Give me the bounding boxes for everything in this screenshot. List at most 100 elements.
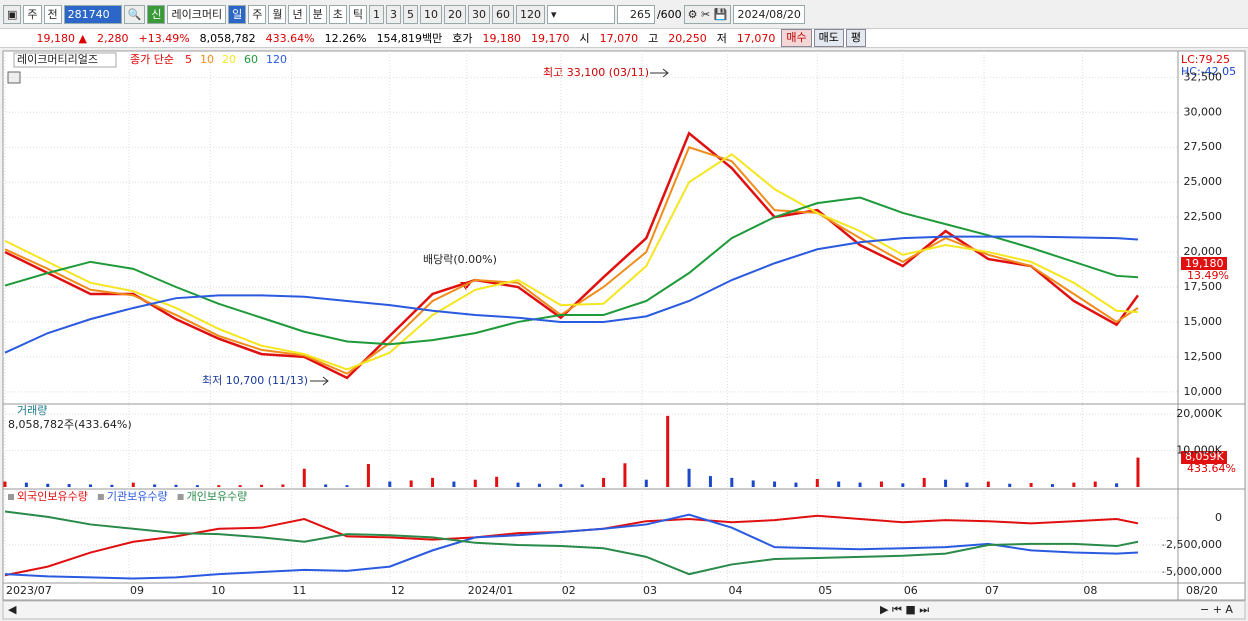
amount: 154,819백만 (376, 32, 443, 45)
volume-bar (110, 484, 114, 487)
y-tick-label: 10,000K (1176, 444, 1222, 457)
scroll-left[interactable]: ◀ (8, 603, 17, 616)
interval[interactable]: 5 (402, 4, 418, 24)
volume-bar (238, 485, 242, 487)
stock-name: 레이크머티 (167, 4, 227, 24)
volume-bar (879, 481, 883, 487)
date[interactable]: 2024/08/20 (733, 4, 805, 24)
volume-bar (1072, 482, 1076, 487)
y-tick-label: 30,000 (1184, 105, 1223, 118)
x-tick-label: 2024/01 (468, 584, 514, 597)
scroll-controls[interactable]: ▶ ⏮ ■ ⏭ (880, 603, 929, 616)
interval[interactable]: 120 (515, 4, 545, 24)
tool-icons[interactable]: ⚙ ✂ 💾 (683, 4, 732, 24)
period[interactable]: 년 (288, 4, 307, 24)
dropdown[interactable]: ▾ (546, 4, 615, 24)
volume-bar (944, 479, 948, 487)
volume-bar (623, 463, 627, 487)
annotation: 배당락(0.00%) (423, 253, 497, 266)
volume-bar (89, 484, 93, 487)
x-tick-label: 09 (130, 584, 144, 597)
series-line (4, 152, 1139, 371)
volume-bar (580, 484, 584, 487)
turnover: 12.26% (324, 31, 367, 45)
label: 호가 (452, 32, 473, 45)
volume-bar (217, 485, 221, 487)
volume-bar (708, 476, 712, 487)
y-tick-label: 20,000 (1184, 245, 1223, 258)
scrollbar[interactable] (2, 600, 1246, 620)
count[interactable]: 265 (616, 4, 655, 24)
period[interactable]: 주 (248, 4, 267, 24)
interval[interactable]: 1 (368, 4, 384, 24)
x-tick-label: 12 (391, 584, 405, 597)
volume-bar (46, 483, 50, 487)
eval-button[interactable]: 평 (845, 29, 867, 47)
volume-bar (1008, 483, 1012, 487)
new-badge: 신 (147, 4, 166, 24)
x-tick-label: 03 (643, 584, 657, 597)
low: 17,070 (736, 31, 776, 45)
volume-bar (67, 484, 71, 487)
period[interactable]: 초 (328, 4, 347, 24)
x-tick-label: 05 (818, 584, 832, 597)
volume-bar (602, 477, 606, 487)
interval[interactable]: 20 (443, 4, 466, 24)
volume-bar (495, 476, 499, 487)
change: 2,280 (97, 31, 129, 45)
series-line (4, 513, 1139, 580)
code[interactable]: 281740 (63, 4, 122, 24)
x-tick-label: 07 (985, 584, 999, 597)
legend-box (13, 52, 117, 68)
y-tick-label: 27,500 (1184, 140, 1223, 153)
search[interactable]: 🔍 (123, 4, 146, 24)
type[interactable]: 전 (43, 4, 62, 24)
menu-icon[interactable]: ▣ (3, 4, 22, 24)
zoom-controls[interactable]: − + A (1200, 603, 1233, 616)
volume-bar (431, 477, 435, 487)
interval[interactable]: 60 (491, 4, 514, 24)
legend-entry: 외국인보유수량 (17, 490, 88, 503)
buy-button[interactable]: 매수 (781, 29, 812, 47)
type[interactable]: 주 (23, 4, 42, 24)
volume-title: 거래량 (17, 404, 47, 417)
y-tick-label: -2,500,000 (1162, 538, 1222, 551)
volume-bar (751, 480, 755, 487)
period[interactable]: 월 (268, 4, 287, 24)
count-max: /600 (656, 7, 682, 21)
period[interactable]: 틱 (348, 4, 367, 24)
lc-label: LC:79.25 (1181, 53, 1230, 66)
legend-swatch (97, 494, 104, 500)
open: 17,070 (599, 31, 639, 45)
volume-ratio: 433.64% (1187, 462, 1236, 475)
legend-swatch (177, 494, 184, 500)
volume-bar (1093, 481, 1097, 487)
stock-name: 레이크머티리얼즈 (17, 52, 98, 66)
y-tick-label: 15,000 (1184, 315, 1223, 328)
volume-bar (24, 482, 28, 487)
bid: 19,170 (531, 31, 570, 45)
series-line (4, 131, 1139, 380)
volume-bar (730, 477, 734, 487)
period[interactable]: 분 (308, 4, 327, 24)
sell-button[interactable]: 매도 (813, 29, 844, 47)
legend-entry: 120 (266, 53, 287, 66)
volume-bar (388, 481, 392, 487)
legend-swatch (8, 494, 14, 500)
volume-bar (1115, 483, 1119, 487)
legend-entry: 기관보유수량 (107, 490, 168, 503)
table-icon[interactable] (7, 71, 21, 84)
volume-bar (409, 480, 413, 487)
volume-bar (901, 483, 905, 487)
interval[interactable]: 10 (419, 4, 442, 24)
volume-bar (174, 484, 178, 487)
volume-bar (1050, 484, 1054, 487)
interval[interactable]: 30 (467, 4, 490, 24)
period[interactable]: 일 (228, 4, 247, 24)
x-tick-label: 08/20 (1186, 584, 1218, 597)
interval[interactable]: 3 (385, 4, 401, 24)
series-line (4, 146, 1139, 375)
volume-bar (858, 482, 862, 487)
volume-bar (666, 415, 670, 487)
